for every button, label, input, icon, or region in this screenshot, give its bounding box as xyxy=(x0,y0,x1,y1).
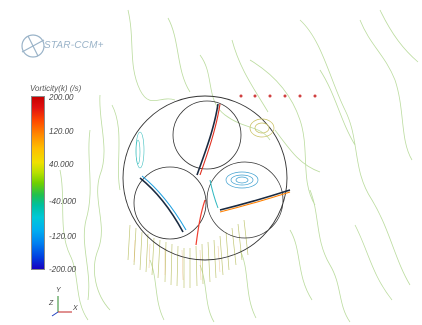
probe-points xyxy=(239,94,317,98)
blade-circle-top xyxy=(172,100,242,170)
axis-x-label: X xyxy=(73,305,78,312)
axis-y-label: Y xyxy=(56,287,61,294)
color-scale-bar xyxy=(31,96,45,270)
axis-triad xyxy=(51,296,72,317)
blades xyxy=(139,103,291,246)
logo-text: STAR-CCM+ xyxy=(44,40,104,51)
vortex-left xyxy=(135,131,145,169)
rotor-outer-circle xyxy=(122,95,288,261)
tick-neg40: -40.000 xyxy=(49,197,77,206)
tick-200: 200.00 xyxy=(49,93,74,102)
blade-circle-right xyxy=(206,161,284,239)
star-ccm-logo-icon xyxy=(21,34,45,58)
scalar-bar-title: Vorticity(k) (/s) xyxy=(30,84,82,93)
axis-z-label: Z xyxy=(49,300,54,307)
tick-40: 40.000 xyxy=(49,160,74,169)
tick-neg120: -120.00 xyxy=(49,232,77,241)
blade-circle-left xyxy=(133,166,207,240)
tick-120: 120.00 xyxy=(49,127,74,136)
wake-warm-contours xyxy=(133,239,221,281)
tick-neg200: -200.00 xyxy=(49,265,77,274)
vortex-upper-right xyxy=(249,118,275,138)
background-contours xyxy=(59,9,419,323)
vortex-right xyxy=(225,171,259,189)
